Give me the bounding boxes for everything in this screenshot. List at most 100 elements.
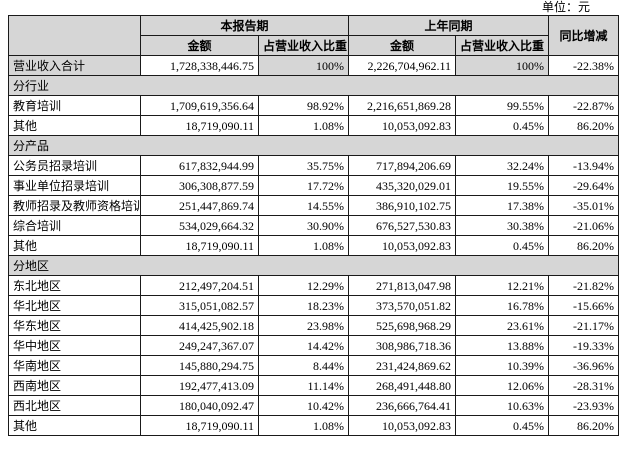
current-pct: 8.44%: [257, 355, 350, 376]
table-row: 教育培训 1,709,619,356.64 98.92% 2,216,651,869.…: [8, 95, 620, 116]
prior-pct: 10.63%: [455, 395, 550, 416]
section-row-0: 分行业: [7, 75, 620, 96]
current-amount: 1,709,619,356.64: [140, 95, 259, 116]
prior-pct: 100%: [455, 55, 550, 76]
current-pct: 1.08%: [257, 235, 350, 256]
current-pct: 1.08%: [257, 115, 350, 136]
table-row: 西南地区 192,477,413.09 11.14% 268,491,448.80 12…: [8, 375, 620, 396]
prior-amount: 386,910,102.75: [348, 195, 457, 216]
prior-pct: 12.21%: [455, 275, 550, 296]
row-label: 教师招录及教师资格培训: [8, 195, 141, 216]
current-amount: 534,029,664.32: [140, 215, 259, 236]
prior-amount: 10,053,092.83: [348, 415, 457, 436]
prior-pct: 30.38%: [455, 215, 550, 236]
current-amount: 18,719,090.11: [140, 415, 259, 436]
current-amount: 414,425,902.18: [140, 315, 259, 336]
current-amount: 315,051,082.57: [140, 295, 259, 316]
yoy-change: -35.01%: [548, 195, 620, 216]
prior-pct: 12.06%: [455, 375, 550, 396]
row-label: 华东地区: [8, 315, 141, 336]
table-row: 其他 18,719,090.11 1.08% 10,053,092.83 0.45% 86…: [8, 115, 620, 136]
current-pct: 14.42%: [257, 335, 350, 356]
row-label: 其他: [8, 235, 141, 256]
prior-pct: 0.45%: [455, 415, 550, 436]
prior-amount: 236,666,764.41: [348, 395, 457, 416]
prior-amount: 268,491,448.80: [348, 375, 457, 396]
current-amount: 617,832,944.99: [140, 155, 259, 176]
table-row: 华北地区 315,051,082.57 18.23% 373,570,051.82 16…: [8, 295, 620, 316]
prior-amount: 271,813,047.98: [348, 275, 457, 296]
prior-amount: 2,226,704,962.11: [348, 55, 457, 76]
current-pct: 98.92%: [257, 95, 350, 116]
prior-pct: 17.38%: [455, 195, 550, 216]
prior-pct: 32.24%: [455, 155, 550, 176]
section-title: 分产品: [7, 135, 620, 156]
row-label: 华南地区: [8, 355, 141, 376]
current-amount: 192,477,413.09: [140, 375, 259, 396]
current-amount: 18,719,090.11: [140, 115, 259, 136]
row-label: 其他: [8, 115, 141, 136]
header-current-period: 本报告期: [139, 15, 350, 36]
row-label: 东北地区: [8, 275, 141, 296]
row-label: 事业单位招录培训: [8, 175, 141, 196]
current-amount: 18,719,090.11: [140, 235, 259, 256]
prior-amount: 2,216,651,869.28: [348, 95, 457, 116]
table-row: 西北地区 180,040,092.47 10.42% 236,666,764.41 10…: [8, 395, 620, 416]
unit-label: 单位：元: [541, 0, 590, 14]
prior-amount: 435,320,029.01: [348, 175, 457, 196]
current-amount: 251,447,869.74: [140, 195, 259, 216]
yoy-change: -36.96%: [548, 355, 620, 376]
current-pct: 30.90%: [257, 215, 350, 236]
table-row: 公务员招录培训 617,832,944.99 35.75% 717,894,206.6…: [8, 155, 620, 176]
header-yoy-change: 同比增减: [548, 15, 620, 56]
table-row: 华中地区 249,247,367.07 14.42% 308,986,718.36 13…: [8, 335, 620, 356]
current-pct: 100%: [257, 55, 350, 76]
prior-pct: 99.55%: [455, 95, 550, 116]
yoy-change: -28.31%: [548, 375, 620, 396]
header-amount-prior: 金额: [348, 35, 457, 56]
prior-pct: 16.78%: [455, 295, 550, 316]
table-row: 综合培训 534,029,664.32 30.90% 676,527,530.83 30…: [8, 215, 620, 236]
current-pct: 10.42%: [257, 395, 350, 416]
yoy-change: -21.82%: [548, 275, 620, 296]
prior-amount: 717,894,206.69: [348, 155, 457, 176]
yoy-change: -29.64%: [548, 175, 620, 196]
yoy-change: -23.93%: [548, 395, 620, 416]
table-header: 本报告期 上年同期 同比增减 金额 占营业收入比重 金额 占营业收入比重: [8, 15, 620, 56]
yoy-change: 86.20%: [548, 415, 620, 436]
prior-amount: 308,986,718.36: [348, 335, 457, 356]
current-pct: 17.72%: [257, 175, 350, 196]
prior-amount: 10,053,092.83: [348, 235, 457, 256]
current-pct: 14.55%: [257, 195, 350, 216]
current-amount: 249,247,367.07: [140, 335, 259, 356]
prior-pct: 19.55%: [455, 175, 550, 196]
prior-amount: 525,698,968.29: [348, 315, 457, 336]
current-pct: 23.98%: [257, 315, 350, 336]
current-amount: 145,880,294.75: [140, 355, 259, 376]
table-row: 教师招录及教师资格培训 251,447,869.74 14.55% 386,910,1…: [8, 195, 620, 216]
yoy-change: -22.87%: [548, 95, 620, 116]
yoy-change: -19.33%: [548, 335, 620, 356]
yoy-change: -13.94%: [548, 155, 620, 176]
prior-pct: 10.39%: [455, 355, 550, 376]
current-amount: 306,308,877.59: [140, 175, 259, 196]
row-label: 西北地区: [8, 395, 141, 416]
row-label: 综合培训: [8, 215, 141, 236]
yoy-change: 86.20%: [548, 115, 620, 136]
section-row-1: 分产品: [7, 135, 620, 156]
table-body: 营业收入合计 1,728,338,446.75 100% 2,226,704,962.…: [7, 55, 620, 436]
row-label: 公务员招录培训: [8, 155, 141, 176]
table-row: 其他 18,719,090.11 1.08% 10,053,092.83 0.45% 86…: [8, 235, 620, 256]
prior-pct: 0.45%: [455, 115, 550, 136]
yoy-change: 86.20%: [548, 235, 620, 256]
prior-amount: 676,527,530.83: [348, 215, 457, 236]
table-row: 东北地区 212,497,204.51 12.29% 271,813,047.98 12…: [8, 275, 620, 296]
table-row: 华东地区 414,425,902.18 23.98% 525,698,968.29 23…: [8, 315, 620, 336]
prior-pct: 23.61%: [455, 315, 550, 336]
row-label: 其他: [8, 415, 141, 436]
section-title: 分地区: [7, 255, 620, 276]
table-row: 其他 18,719,090.11 1.08% 10,053,092.83 0.45% 86…: [8, 415, 620, 436]
yoy-change: -15.66%: [548, 295, 620, 316]
revenue-breakdown-table: 本报告期 上年同期 同比增减 金额 占营业收入比重 金额 占营业收入比重 营业收…: [7, 15, 620, 436]
current-pct: 18.23%: [257, 295, 350, 316]
